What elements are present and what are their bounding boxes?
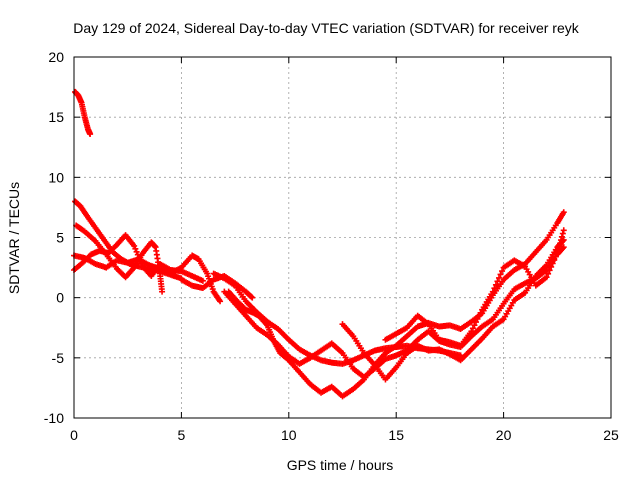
x-tick-label: 25 [603,427,619,443]
data-point [476,312,483,319]
data-point [477,309,484,316]
data-point [87,131,94,138]
data-point [249,294,256,301]
data-point [489,288,496,295]
data-point [469,325,476,332]
y-tick-label: -5 [52,350,65,366]
y-tick-label: 0 [56,290,64,306]
x-axis-label: GPS time / hours [287,457,394,473]
data-point [543,274,550,281]
y-axis-label: SDTVAR / TECUs [6,182,22,294]
data-point [560,227,567,234]
x-tick-label: 0 [70,427,78,443]
y-tick-label: 10 [48,169,64,185]
x-tick-label: 10 [281,427,297,443]
plot-frame [73,56,612,419]
data-point [159,288,166,295]
series-afternoon-e [339,236,567,383]
data-point [499,268,506,275]
data-point [472,319,479,326]
data-point [557,237,564,244]
data-point [549,260,556,267]
series-early-cluster [71,252,224,305]
data-point [560,209,567,216]
y-tick-label: 5 [56,230,64,246]
data-point [199,277,206,284]
data-point [559,230,566,237]
data-point [559,245,566,252]
data-point [491,285,498,292]
data-points [71,88,567,400]
series-midday-c [225,209,567,400]
x-tick-label: 20 [496,427,512,443]
y-tick-label: 20 [48,49,64,65]
series-afternoon-f [382,227,567,349]
data-point [546,267,553,274]
data-point [497,271,504,278]
data-point [554,250,561,257]
x-tick-label: 5 [178,427,186,443]
chart-title: Day 129 of 2024, Sidereal Day-to-day VTE… [73,20,579,36]
y-tick-label: -10 [44,410,64,426]
data-point [494,278,501,285]
data-point [545,270,552,277]
x-tick-label: 15 [388,427,404,443]
data-point [551,257,558,264]
data-point [557,240,564,247]
data-point [556,243,563,250]
y-tick-label: 15 [48,109,64,125]
data-point [492,281,499,288]
data-point [474,315,481,322]
data-point [548,263,555,270]
series-early-high [72,88,94,138]
series-early-low [71,232,206,284]
data-point [552,253,559,260]
data-point [471,322,478,329]
data-point [555,246,562,253]
data-point [217,298,224,305]
data-point [558,233,565,240]
data-point [248,293,255,300]
data-point [468,328,475,335]
data-point [495,274,502,281]
